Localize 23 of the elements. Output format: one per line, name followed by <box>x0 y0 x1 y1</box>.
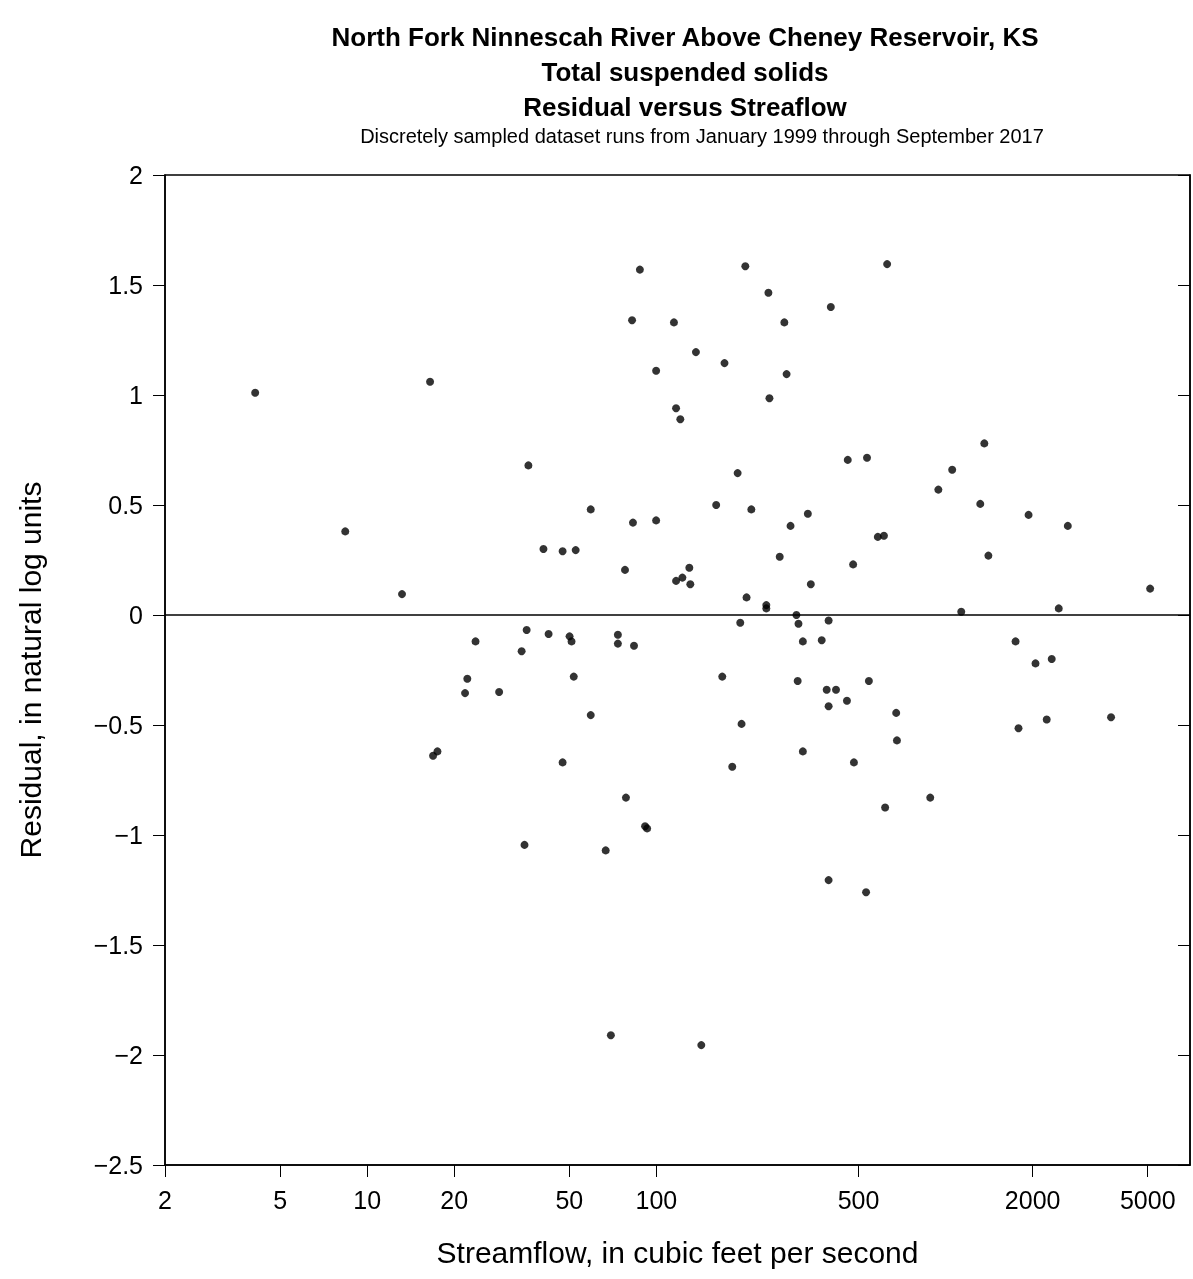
y-tick-label: 1.5 <box>108 271 143 299</box>
x-tick-label: 5 <box>273 1185 288 1214</box>
x-tick-label: 50 <box>555 1185 584 1214</box>
x-tick-label: 2000 <box>1004 1185 1061 1214</box>
x-tick-label: 100 <box>635 1185 678 1214</box>
x-tick-label: 10 <box>353 1185 382 1214</box>
x-tick-label: 2 <box>158 1185 172 1214</box>
y-tick-label: −2 <box>114 1041 143 1069</box>
chart-subtitle: Discretely sampled dataset runs from January 1999 through September 2017 <box>360 125 1044 147</box>
y-tick-label: 0.5 <box>108 491 143 519</box>
y-axis-title: Residual, in natural log units <box>13 481 47 859</box>
y-tick-label: 1 <box>129 381 143 409</box>
x-tick-label: 5000 <box>1119 1185 1176 1214</box>
x-tick-label: 500 <box>837 1185 880 1214</box>
y-tick-label: −1 <box>114 821 143 849</box>
x-axis-title: Streamflow, in cubic feet per second <box>436 1235 919 1269</box>
y-tick-label: −2.5 <box>93 1151 143 1179</box>
y-tick-label: 2 <box>129 161 143 189</box>
x-tick-label: 20 <box>440 1185 469 1214</box>
y-tick-label: 0 <box>129 601 143 629</box>
y-tick-label: −1.5 <box>93 931 143 959</box>
y-tick-label: −0.5 <box>93 711 143 739</box>
chart-title: North Fork Ninnescah River Above Cheney Reservoir, KS Total suspended solids Residual versus Streaflow <box>331 21 1039 122</box>
